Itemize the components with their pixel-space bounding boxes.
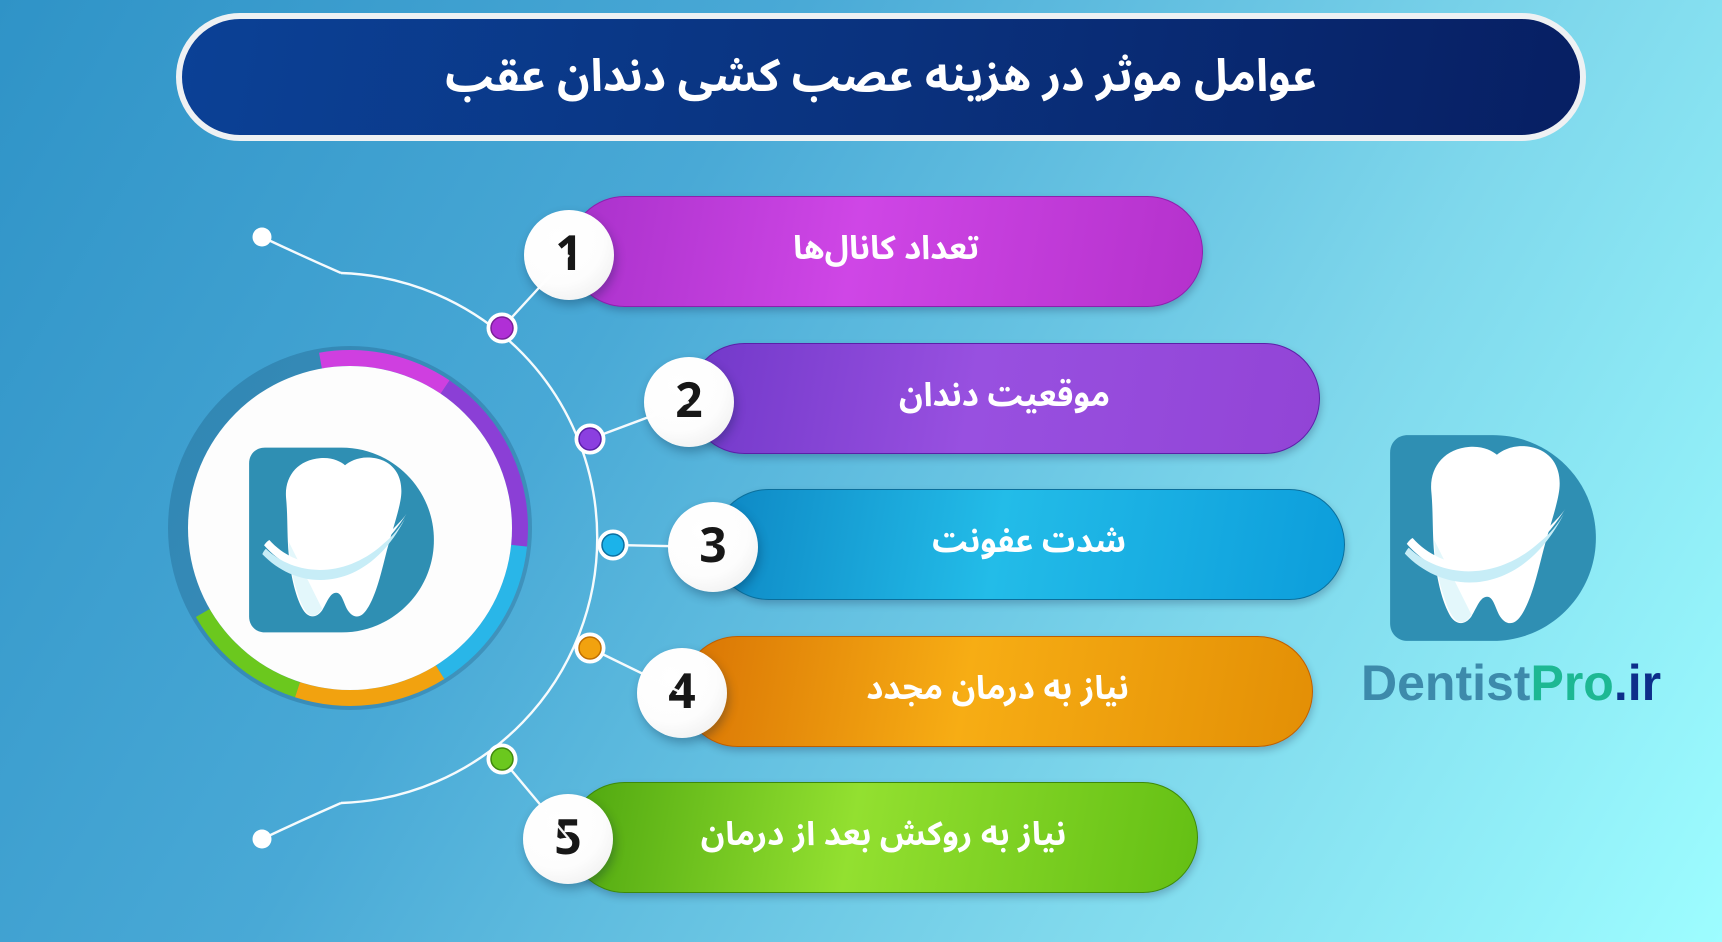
svg-text:DentistPro.ir: DentistPro.ir [1361,655,1661,711]
